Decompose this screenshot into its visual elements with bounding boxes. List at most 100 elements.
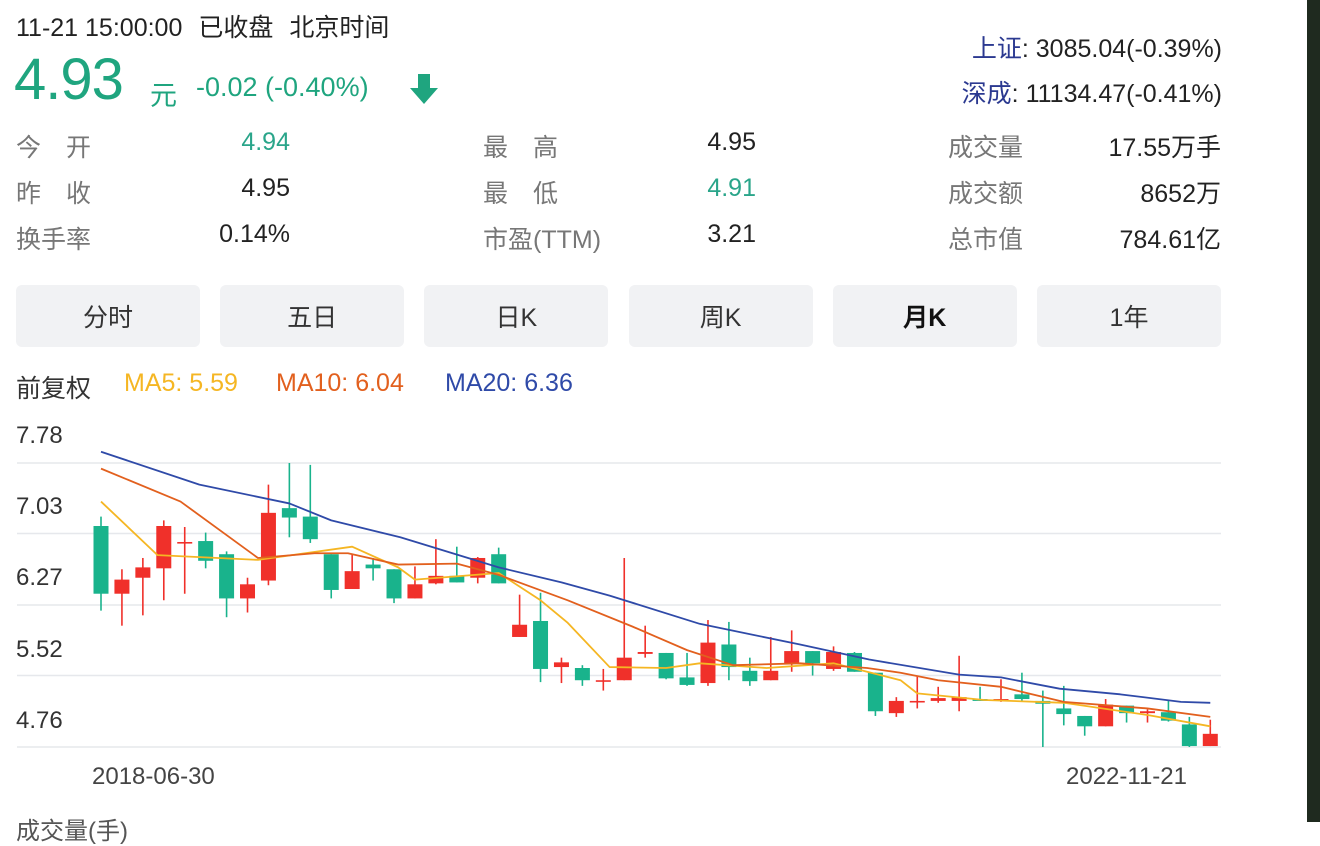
candle-body	[888, 700, 904, 714]
stat-value: 784.61亿	[1119, 226, 1221, 254]
ma20-line	[100, 450, 1211, 704]
tab-4[interactable]: 月K	[832, 285, 1017, 347]
index-value: : 3085.04(-0.39%)	[1021, 35, 1222, 63]
candle-body	[721, 644, 737, 668]
ma10-legend: MA10: 6.04	[276, 369, 404, 397]
candle-body	[679, 677, 695, 685]
stat-label: 成交量	[948, 134, 1024, 162]
adjust-mode[interactable]: 前复权	[16, 375, 92, 403]
stat-value: 4.91	[707, 174, 756, 202]
candle-body	[407, 584, 423, 599]
datetime: 11-21 15:00:00	[16, 14, 183, 42]
stat-label: 最 高	[483, 134, 559, 162]
y-tick-label: 5.52	[16, 635, 63, 663]
tab-2[interactable]: 日K	[424, 285, 609, 347]
y-tick-label: 6.27	[16, 564, 63, 592]
candle-body	[784, 651, 800, 664]
candle-body	[365, 564, 381, 569]
timezone: 北京时间	[289, 14, 390, 42]
candle-body	[135, 567, 151, 578]
tab-0[interactable]: 分时	[16, 285, 200, 347]
stat-value: 4.94	[241, 128, 290, 156]
candle-body	[658, 652, 674, 679]
candle-body	[281, 508, 297, 518]
candle-body	[616, 657, 632, 681]
stat-value: 17.55万手	[1108, 134, 1221, 162]
tab-1[interactable]: 五日	[220, 285, 405, 347]
ma5-line	[100, 500, 1211, 728]
candle-body	[909, 700, 925, 703]
stat-label: 换手率	[16, 226, 92, 254]
stat-label: 成交额	[948, 180, 1024, 208]
market-status: 已收盘	[198, 14, 274, 42]
candle-body	[344, 571, 360, 590]
ma5-legend: MA5: 5.59	[124, 369, 238, 397]
candle-body	[595, 680, 611, 682]
candle-body	[1181, 724, 1197, 747]
candle-body	[219, 554, 235, 599]
x-tick-end: 2022-11-21	[1066, 763, 1187, 790]
stat-value: 3.21	[707, 220, 756, 248]
stat-label: 昨 收	[16, 180, 92, 208]
candle-body	[1160, 712, 1176, 721]
price-change: -0.02 (-0.40%)	[196, 72, 369, 102]
candle-body	[177, 541, 193, 544]
index-name: 深成	[961, 80, 1012, 108]
ma10-line	[100, 467, 1211, 718]
candle-body	[700, 642, 716, 684]
index-name: 上证	[971, 35, 1022, 63]
index-shenzhen[interactable]: 深成: 11134.47(-0.41%)	[962, 74, 1222, 110]
volume-label: 成交量(手)	[16, 818, 128, 845]
candle-body	[533, 620, 549, 669]
candle-body	[260, 512, 276, 581]
candle-body	[930, 698, 946, 701]
y-tick-label: 7.78	[16, 422, 63, 449]
candle-body	[512, 624, 528, 637]
tab-3[interactable]: 周K	[628, 285, 813, 347]
candle-body	[323, 554, 339, 590]
candle-body	[1202, 733, 1218, 747]
candle-body	[449, 575, 465, 583]
ma20-legend: MA20: 6.36	[445, 369, 573, 397]
candle-body	[198, 541, 214, 561]
candle-body	[302, 516, 318, 540]
stat-value: 4.95	[241, 174, 290, 202]
arrow-down-icon	[410, 74, 438, 104]
current-price: 4.93	[14, 47, 124, 112]
index-value: : 11134.47(-0.41%)	[1011, 80, 1222, 108]
candle-body	[1140, 711, 1155, 714]
candle-body	[240, 584, 256, 599]
candle-body	[1119, 705, 1135, 714]
candle-body	[742, 670, 758, 682]
stat-value: 8652万	[1140, 180, 1221, 208]
candle-body	[428, 575, 444, 584]
candle-body	[156, 526, 172, 569]
candle-body	[114, 579, 130, 594]
quote-time: 11-21 15:00:00 已收盘 北京时间	[16, 8, 405, 44]
tab-5[interactable]: 1年	[1037, 285, 1221, 347]
stat-label: 今 开	[16, 134, 92, 162]
candle-body	[386, 569, 402, 599]
index-shanghai[interactable]: 上证: 3085.04(-0.39%)	[972, 29, 1222, 65]
candle-body	[574, 668, 590, 681]
y-tick-label: 4.76	[16, 706, 63, 734]
y-tick-label: 7.03	[16, 493, 63, 521]
stat-label: 市盈(TTM)	[483, 226, 602, 254]
kline-chart[interactable]	[0, 420, 1240, 760]
candle-body	[867, 672, 883, 712]
stat-value: 0.14%	[219, 220, 290, 248]
stat-value: 4.95	[707, 128, 756, 156]
candle-body	[1014, 694, 1030, 700]
candle-body	[1056, 708, 1072, 715]
candle-body	[637, 652, 653, 654]
candle-body	[763, 670, 779, 681]
price-unit: 元	[150, 81, 177, 111]
candle-body	[1077, 715, 1093, 727]
stat-label: 最 低	[483, 180, 559, 208]
background-edge	[1307, 0, 1320, 822]
candle-body	[553, 662, 569, 668]
x-tick-start: 2018-06-30	[92, 763, 215, 790]
stat-label: 总市值	[948, 226, 1024, 254]
candle-body	[805, 651, 821, 664]
candle-body	[93, 526, 109, 594]
